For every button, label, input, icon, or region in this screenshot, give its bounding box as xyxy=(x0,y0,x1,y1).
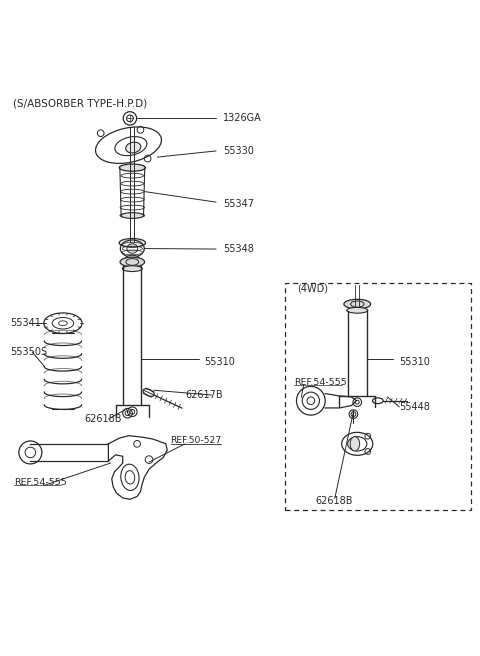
Text: (S/ABSORBER TYPE-H.P.D): (S/ABSORBER TYPE-H.P.D) xyxy=(12,98,147,108)
Ellipse shape xyxy=(121,213,144,218)
Text: REF.54-555: REF.54-555 xyxy=(294,378,347,386)
Text: REF.50-527: REF.50-527 xyxy=(170,436,222,445)
Text: 62617B: 62617B xyxy=(185,390,223,400)
Text: 55310: 55310 xyxy=(399,356,430,367)
Text: 55347: 55347 xyxy=(223,199,254,209)
Bar xyxy=(285,283,471,510)
Text: 55330: 55330 xyxy=(223,146,254,156)
Text: 55448: 55448 xyxy=(399,402,430,412)
Ellipse shape xyxy=(119,239,145,247)
Ellipse shape xyxy=(125,255,140,263)
Text: 62618B: 62618B xyxy=(84,414,122,424)
Text: 55341: 55341 xyxy=(10,318,41,328)
Text: (4WD): (4WD) xyxy=(298,284,328,294)
Ellipse shape xyxy=(347,308,368,313)
Text: 55310: 55310 xyxy=(204,356,235,367)
Ellipse shape xyxy=(344,299,371,309)
Text: 55348: 55348 xyxy=(223,244,254,254)
Ellipse shape xyxy=(119,164,145,171)
Ellipse shape xyxy=(126,142,141,153)
Text: 55350S: 55350S xyxy=(10,347,48,357)
Ellipse shape xyxy=(120,257,144,267)
Ellipse shape xyxy=(350,437,360,451)
Ellipse shape xyxy=(122,266,142,272)
Text: 62618B: 62618B xyxy=(316,496,353,506)
Text: REF.54-555: REF.54-555 xyxy=(14,478,67,487)
Text: 1326GA: 1326GA xyxy=(223,113,262,123)
